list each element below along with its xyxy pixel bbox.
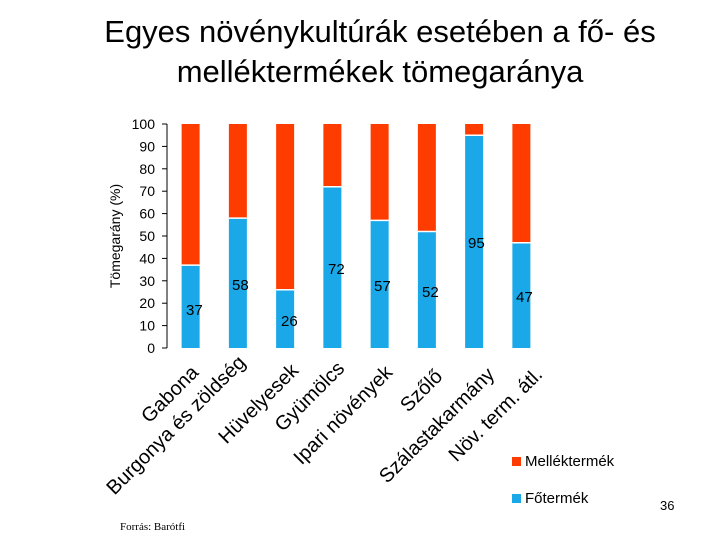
data-label: 95: [468, 235, 485, 252]
y-axis: 0 10 20 30 40 50 60 70 80 90 100 Tömegarány (%): [107, 116, 168, 356]
y-tick-label: 60: [139, 206, 155, 222]
y-tick-label: 50: [139, 228, 155, 244]
bar-mellektermek: [512, 124, 531, 243]
bar-fotermek: [228, 218, 247, 348]
source-note: Forrás: Barótfi: [120, 521, 186, 533]
bar-mellektermek: [417, 124, 436, 232]
y-tick-label: 10: [139, 318, 155, 334]
bar-mellektermek: [370, 124, 389, 221]
data-label: 37: [186, 302, 203, 319]
legend-entry: Melléktermék: [525, 453, 615, 470]
bar-mellektermek: [465, 124, 484, 136]
bar-fotermek: [323, 186, 342, 348]
y-axis-title: Tömegarány (%): [107, 184, 123, 288]
bar-mellektermek: [228, 124, 247, 219]
data-label: 72: [328, 261, 345, 278]
y-tick-label: 70: [139, 183, 155, 199]
data-label: 57: [374, 278, 391, 295]
y-tick-label: 100: [132, 116, 156, 132]
bars: [181, 124, 531, 348]
chart-title: Egyes növénykultúrák esetében a fő- és m…: [104, 14, 656, 89]
y-tick-label: 90: [139, 138, 155, 154]
bar-mellektermek: [323, 124, 342, 187]
bar-fotermek: [370, 220, 389, 348]
legend: Melléktermék Főtermék: [512, 453, 615, 507]
legend-swatch: [512, 457, 521, 466]
bar-mellektermek: [181, 124, 200, 266]
bar-fotermek: [512, 242, 531, 348]
bar-fotermek: [181, 265, 200, 348]
data-label: 26: [281, 313, 298, 330]
y-tick-label: 80: [139, 161, 155, 177]
data-label: 58: [232, 277, 249, 294]
bar-mellektermek: [276, 124, 295, 290]
legend-entry: Főtermék: [525, 490, 589, 507]
y-tick-label: 20: [139, 295, 155, 311]
y-tick-label: 0: [147, 340, 155, 356]
y-tick-label: 30: [139, 273, 155, 289]
data-label: 52: [422, 284, 439, 301]
bar-fotermek: [417, 231, 436, 348]
y-tick-label: 40: [139, 250, 155, 266]
bar-fotermek: [276, 289, 295, 348]
page-number: 36: [660, 498, 675, 513]
legend-swatch: [512, 494, 521, 503]
data-label: 47: [516, 289, 533, 306]
bar-fotermek: [465, 135, 484, 348]
data-labels: 37 58 26 72 57 52 95 47: [186, 235, 533, 330]
